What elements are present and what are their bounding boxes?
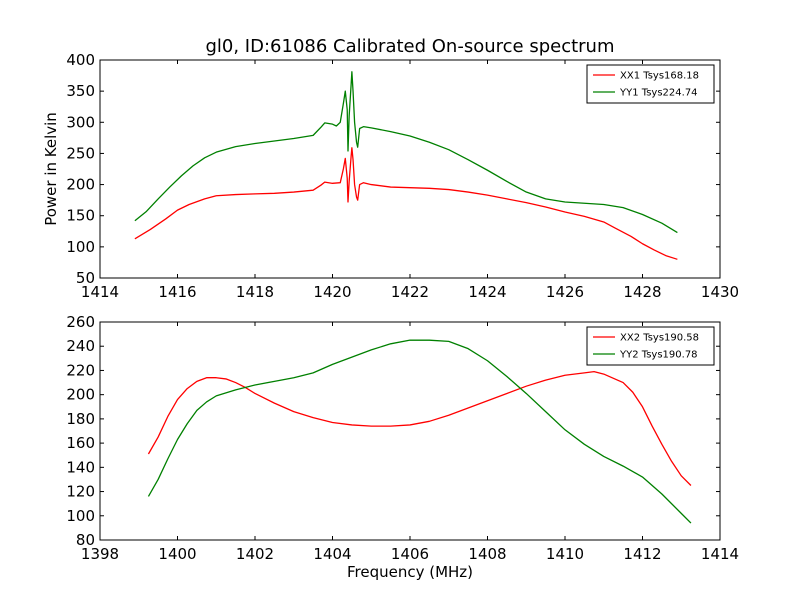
x-tick-label: 1414 [81,283,119,301]
x-tick-label: 1428 [623,283,661,301]
y-tick-label: 140 [66,458,95,476]
x-tick-label: 1398 [81,545,119,563]
legend: XX2 Tsys190.58 YY2 Tsys190.78 [586,326,715,366]
y-tick-label: 150 [66,207,95,225]
y-tick-label: 400 [66,51,95,69]
x-tick-label: 1422 [391,283,429,301]
x-tick-label: 1412 [623,545,661,563]
y-tick-label: 100 [66,507,95,525]
y-tick-label: 260 [66,313,95,331]
legend: XX1 Tsys168.18 YY1 Tsys224.74 [586,64,715,104]
x-tick-label: 1418 [236,283,274,301]
legend-entry: XX1 Tsys168.18 [620,71,699,82]
y-tick-label: 180 [66,410,95,428]
legend-box [586,64,715,104]
x-axis-label: Frequency (MHz) [347,563,473,581]
y-tick-label: 120 [66,483,95,501]
legend-box [586,326,715,366]
x-tick-label: 1404 [313,545,351,563]
y-tick-label: 350 [66,82,95,100]
x-tick-label: 1416 [158,283,196,301]
x-tick-label: 1406 [391,545,429,563]
x-tick-label: 1420 [313,283,351,301]
x-tick-label: 1426 [546,283,584,301]
legend-entry: XX2 Tsys190.58 [620,333,699,344]
x-tick-label: 1414 [701,545,739,563]
series-line-2-2 [147,339,692,524]
chart-panel-1: 1414 1416 1418 1420 1422 1424 1426 1428 1430 50 10… [42,36,739,301]
y-tick-label: 240 [66,337,95,355]
y-axis-label: Power in Kelvin [42,112,60,226]
series-line-2-1 [147,371,692,486]
chart-title: gl0, ID:61086 Calibrated On-source spect… [205,36,614,57]
x-tick-label: 1424 [468,283,506,301]
y-tick-label: 200 [66,176,95,194]
y-tick-label: 160 [66,434,95,452]
y-tick-label: 300 [66,113,95,131]
chart-panel-2: 1398 1400 1402 1404 1406 1408 1410 1412 1414 80 10… [66,313,739,581]
y-tick-label: 250 [66,144,95,162]
y-tick-label: 100 [66,238,95,256]
y-tick-label: 200 [66,386,95,404]
y-tick-label: 220 [66,361,95,379]
x-tick-label: 1408 [468,545,506,563]
series-line-1-2 [134,71,678,234]
x-tick-label: 1410 [546,545,584,563]
x-tick-label: 1430 [701,283,739,301]
legend-entry: YY1 Tsys224.74 [619,88,698,99]
x-tick-label: 1400 [158,545,196,563]
series-line-1-1 [134,147,678,260]
y-tick-label: 80 [76,531,95,549]
x-tick-label: 1402 [236,545,274,563]
y-tick-label: 50 [76,269,95,287]
legend-entry: YY2 Tsys190.78 [619,350,698,361]
